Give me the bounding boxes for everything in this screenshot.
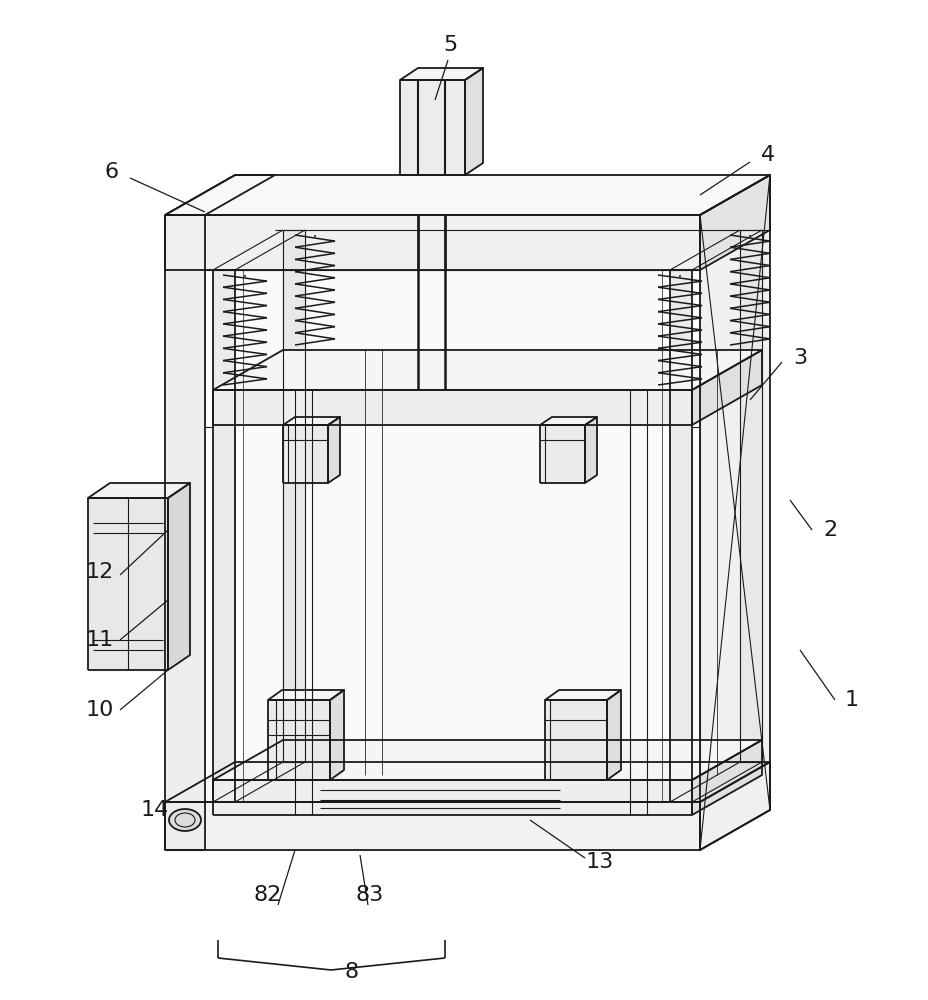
Text: 8: 8 — [344, 962, 359, 982]
Ellipse shape — [169, 809, 200, 831]
Polygon shape — [283, 230, 304, 762]
Polygon shape — [740, 230, 761, 762]
Text: 1: 1 — [844, 690, 858, 710]
Text: 5: 5 — [443, 35, 457, 55]
Text: 82: 82 — [253, 885, 282, 905]
Polygon shape — [328, 417, 340, 483]
Polygon shape — [691, 740, 761, 815]
Polygon shape — [213, 270, 235, 802]
Text: 12: 12 — [85, 562, 114, 582]
Text: 83: 83 — [355, 885, 383, 905]
Polygon shape — [165, 802, 699, 850]
Polygon shape — [213, 390, 691, 425]
Polygon shape — [465, 68, 483, 175]
Polygon shape — [606, 690, 620, 780]
Polygon shape — [165, 215, 205, 850]
Text: 13: 13 — [586, 852, 613, 872]
Polygon shape — [165, 175, 769, 215]
Polygon shape — [243, 270, 662, 802]
Polygon shape — [691, 350, 761, 425]
Polygon shape — [539, 425, 585, 483]
Polygon shape — [267, 690, 343, 700]
Polygon shape — [213, 780, 691, 815]
Text: 6: 6 — [105, 162, 119, 182]
Polygon shape — [400, 80, 465, 175]
Text: 4: 4 — [760, 145, 774, 165]
Polygon shape — [267, 700, 329, 780]
Polygon shape — [283, 417, 340, 425]
Polygon shape — [165, 175, 275, 215]
Polygon shape — [699, 175, 769, 850]
Text: 2: 2 — [822, 520, 836, 540]
Text: 3: 3 — [793, 348, 806, 368]
Polygon shape — [283, 425, 328, 483]
Polygon shape — [165, 762, 769, 802]
Polygon shape — [545, 700, 606, 780]
Polygon shape — [88, 498, 168, 670]
Polygon shape — [585, 417, 597, 483]
Text: 10: 10 — [85, 700, 114, 720]
Polygon shape — [669, 270, 691, 802]
Polygon shape — [213, 350, 761, 390]
Polygon shape — [88, 483, 190, 498]
Polygon shape — [699, 175, 769, 270]
Polygon shape — [168, 483, 190, 670]
Polygon shape — [165, 215, 699, 270]
Polygon shape — [213, 740, 761, 780]
Text: 14: 14 — [141, 800, 169, 820]
Polygon shape — [545, 690, 620, 700]
Polygon shape — [539, 417, 597, 425]
Polygon shape — [329, 690, 343, 780]
Polygon shape — [400, 68, 483, 80]
Polygon shape — [699, 762, 769, 850]
Text: 11: 11 — [85, 630, 114, 650]
